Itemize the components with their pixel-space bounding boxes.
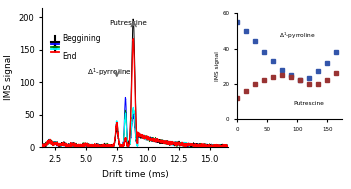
Y-axis label: IMS signal: IMS signal <box>214 51 219 81</box>
Text: Putrescine: Putrescine <box>294 101 325 106</box>
Text: $\Delta^1$-pyrroline: $\Delta^1$-pyrroline <box>279 31 316 41</box>
X-axis label: Drift time (ms): Drift time (ms) <box>102 170 168 179</box>
Text: End: End <box>62 53 77 61</box>
Text: $\Delta^1$-pyrroline: $\Delta^1$-pyrroline <box>87 67 132 79</box>
Text: Beggining: Beggining <box>62 34 101 43</box>
Text: Putrescine: Putrescine <box>110 20 147 26</box>
Y-axis label: IMS signal: IMS signal <box>4 55 13 100</box>
